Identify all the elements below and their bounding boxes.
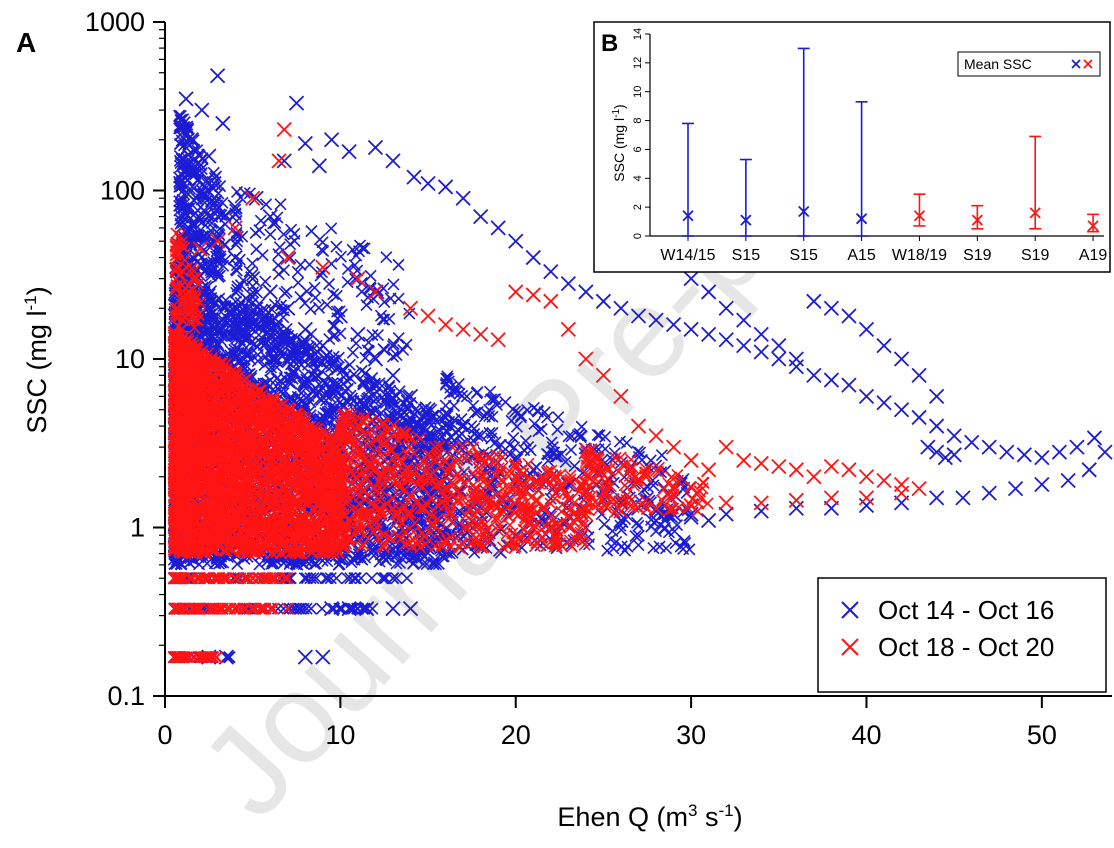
y-tick-label: 100	[100, 176, 145, 206]
main-y-axis-label: SSC (mg l-1)	[21, 286, 52, 433]
x-tick-label: 50	[1027, 720, 1057, 750]
y-tick-label: 1	[130, 513, 145, 543]
x-tick-label: 40	[851, 720, 881, 750]
x-tick-label: 30	[676, 720, 706, 750]
main-x-axis-label: Ehen Q (m3 s-1)	[557, 801, 742, 832]
x-tick-label: 20	[501, 720, 531, 750]
y-tick-label: 10	[115, 344, 145, 374]
x-tick-label: 0	[157, 720, 172, 750]
x-tick-label: 10	[325, 720, 355, 750]
y-tick-label: 1000	[85, 7, 145, 37]
y-tick-label: 0.1	[107, 681, 145, 711]
panel-a-label: A	[16, 27, 36, 58]
point-oct14	[344, 359, 355, 370]
